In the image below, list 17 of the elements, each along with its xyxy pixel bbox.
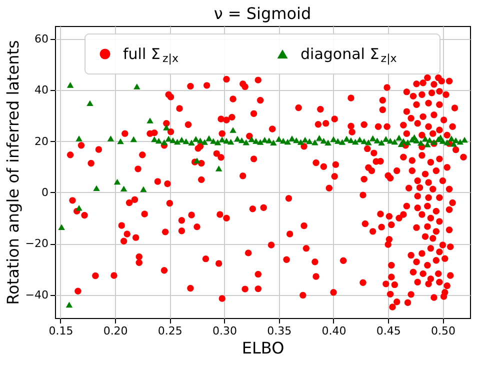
y-tick-label: −40	[25, 288, 48, 302]
x-tick-label: 0.40	[322, 324, 346, 338]
x-tick-label: 0.50	[430, 324, 456, 338]
x-tick-label: 0.15	[48, 324, 74, 338]
x-tick-label: 0.30	[212, 324, 238, 338]
y-tick-label: 40	[34, 84, 48, 97]
x-tick-label: 0.25	[158, 324, 182, 338]
y-axis-title: Rotation angle of inferred latents	[3, 40, 22, 305]
x-tick-label: 0.45	[376, 324, 401, 338]
y-tick-label: 20	[34, 134, 48, 148]
y-tick-label: 60	[34, 32, 48, 46]
x-tick-label: 0.20	[103, 324, 128, 338]
x-axis-title: ELBO	[242, 338, 284, 358]
chart-title: ν = Sigmoid	[214, 4, 312, 23]
y-tick-label: 0	[42, 186, 48, 199]
x-tick-label: 0.35	[267, 324, 292, 338]
y-tick-label: −20	[25, 237, 48, 250]
